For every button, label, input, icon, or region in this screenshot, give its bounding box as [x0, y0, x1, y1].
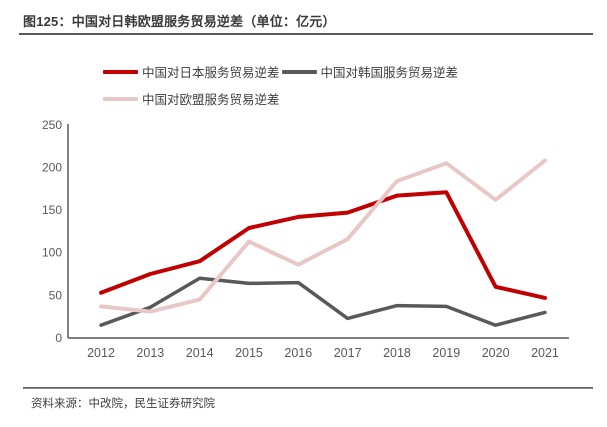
legend-swatch-japan [103, 69, 138, 74]
source-note: 资料来源：中改院，民生证券研究院 [31, 398, 215, 410]
legend-row-2: 中国对欧盟服务贸易逆差 [103, 85, 460, 112]
legend-swatch-korea [281, 69, 317, 74]
x-tick-label: 2019 [432, 346, 460, 360]
x-tick-label: 2012 [87, 346, 115, 360]
x-tick-label: 2014 [186, 346, 214, 360]
series-line-japan [99, 190, 547, 300]
y-tick-label: 200 [42, 160, 62, 174]
series-line-eu [99, 158, 547, 314]
x-tick-label: 2013 [136, 346, 164, 360]
chart-legend: 中国对日本服务贸易逆差 中国对韩国服务贸易逆差 中国对欧盟服务贸易逆差 [103, 58, 460, 112]
y-tick-label: 0 [55, 331, 62, 345]
figure-title: 图125：中国对日韩欧盟服务贸易逆差（单位：亿元） [23, 14, 336, 29]
x-tick-label: 2021 [531, 346, 559, 360]
title-underline [19, 33, 593, 35]
legend-swatch-eu [103, 96, 138, 101]
y-tick-label: 150 [42, 203, 62, 217]
series-line-korea [99, 276, 547, 327]
footer-rule [23, 387, 593, 389]
legend-row-1: 中国对日本服务贸易逆差 中国对韩国服务贸易逆差 [103, 58, 460, 85]
x-tick-label: 2017 [334, 346, 362, 360]
y-tick-label: 50 [49, 288, 63, 302]
y-tick-label: 250 [42, 118, 62, 132]
legend-label-korea: 中国对韩国服务贸易逆差 [320, 66, 459, 80]
legend-label-japan: 中国对日本服务贸易逆差 [142, 66, 280, 80]
x-tick-label: 2020 [482, 346, 510, 360]
x-tick-label: 2016 [284, 346, 312, 360]
x-tick-label: 2015 [235, 346, 263, 360]
x-tick-label: 2018 [383, 346, 411, 360]
legend-label-eu: 中国对欧盟服务贸易逆差 [142, 93, 280, 107]
y-tick-label: 100 [42, 246, 62, 260]
